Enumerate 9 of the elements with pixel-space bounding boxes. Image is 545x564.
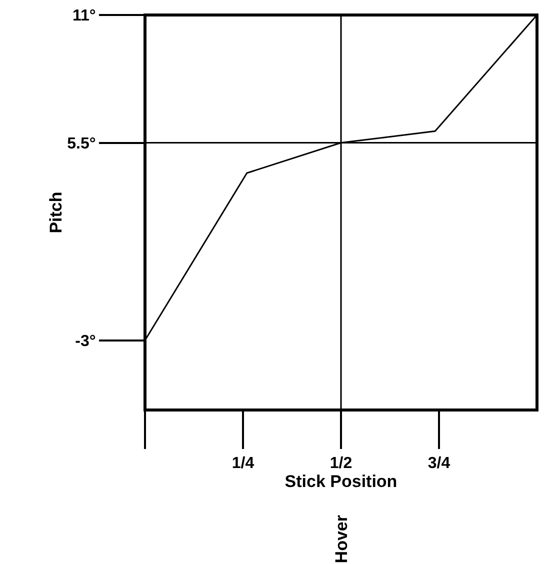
x-tick-label: 1/2 xyxy=(330,455,352,472)
x-tick-label: 1/4 xyxy=(232,455,254,472)
y-tick-label: -3° xyxy=(75,332,96,350)
y-axis-title: Pitch xyxy=(46,192,66,234)
x-tick-label: 3/4 xyxy=(428,455,450,472)
y-tick-label: 5.5° xyxy=(67,135,96,152)
x-axis-title: Stick Position xyxy=(284,472,398,492)
y-tick-label: 11° xyxy=(72,8,96,25)
ref-line-label: Hover xyxy=(332,514,351,564)
